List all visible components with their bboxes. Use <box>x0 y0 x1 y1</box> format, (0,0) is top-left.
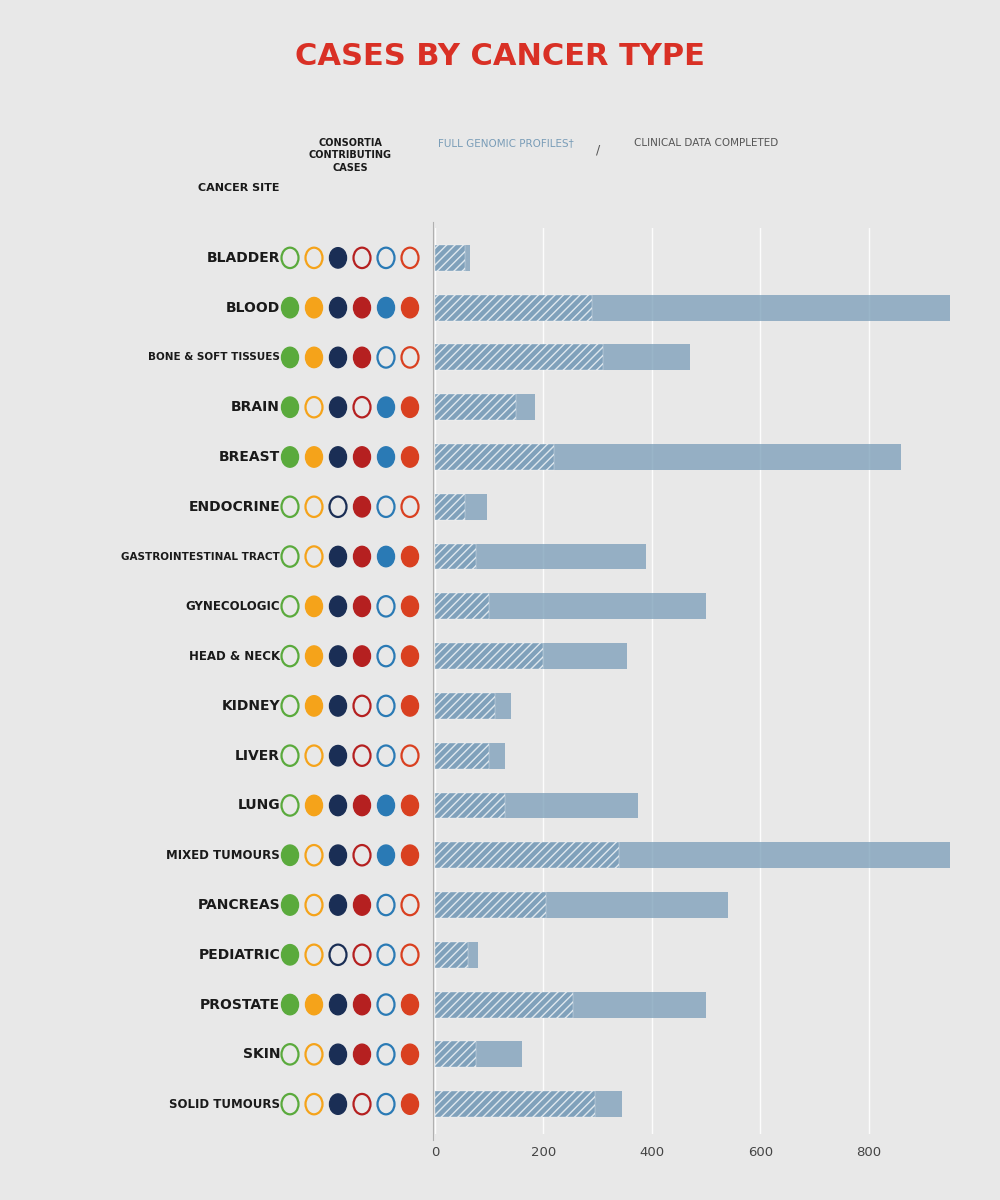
Text: /: / <box>596 144 600 157</box>
Bar <box>435 792 638 818</box>
Bar <box>435 842 619 868</box>
Text: BLADDER: BLADDER <box>207 251 280 265</box>
Bar <box>435 295 1000 320</box>
Bar <box>435 1091 595 1117</box>
Text: GYNECOLOGIC: GYNECOLOGIC <box>185 600 280 613</box>
Text: SKIN: SKIN <box>242 1048 280 1061</box>
Bar <box>435 692 495 719</box>
Text: CANCER SITE: CANCER SITE <box>198 184 280 193</box>
Bar <box>435 991 573 1018</box>
Text: KIDNEY: KIDNEY <box>221 698 280 713</box>
Bar <box>435 344 603 371</box>
Bar <box>435 942 478 967</box>
Bar <box>435 544 476 570</box>
Bar <box>435 643 543 670</box>
Text: FULL GENOMIC PROFILES†: FULL GENOMIC PROFILES† <box>438 138 573 148</box>
Text: GASTROINTESTINAL TRACT: GASTROINTESTINAL TRACT <box>121 552 280 562</box>
Bar <box>435 593 706 619</box>
Text: ENDOCRINE: ENDOCRINE <box>188 499 280 514</box>
Bar <box>435 395 535 420</box>
Text: PANCREAS: PANCREAS <box>197 898 280 912</box>
Text: MIXED TUMOURS: MIXED TUMOURS <box>166 848 280 862</box>
Text: CASES BY CANCER TYPE: CASES BY CANCER TYPE <box>295 42 705 71</box>
Bar <box>435 1091 622 1117</box>
Text: BLOOD: BLOOD <box>226 301 280 314</box>
Bar <box>435 1042 476 1067</box>
Bar <box>435 692 511 719</box>
Text: BRAIN: BRAIN <box>231 401 280 414</box>
Bar <box>435 743 489 769</box>
Bar <box>435 892 546 918</box>
Text: LIVER: LIVER <box>235 749 280 763</box>
Bar <box>435 494 486 520</box>
Bar <box>435 892 728 918</box>
Text: LUNG: LUNG <box>237 798 280 812</box>
Bar <box>435 842 1000 868</box>
Text: SOLID TUMOURS: SOLID TUMOURS <box>169 1098 280 1111</box>
Bar <box>435 444 901 470</box>
Bar <box>435 344 690 371</box>
Text: CLINICAL DATA COMPLETED: CLINICAL DATA COMPLETED <box>634 138 778 148</box>
Text: PEDIATRIC: PEDIATRIC <box>198 948 280 961</box>
Bar <box>435 245 465 271</box>
Bar <box>435 1042 522 1067</box>
Text: BREAST: BREAST <box>219 450 280 464</box>
Bar <box>435 942 468 967</box>
Bar <box>435 743 505 769</box>
Text: BONE & SOFT TISSUES: BONE & SOFT TISSUES <box>148 353 280 362</box>
Bar <box>435 991 706 1018</box>
Text: PROSTATE: PROSTATE <box>200 997 280 1012</box>
Bar <box>435 792 505 818</box>
Bar <box>435 593 489 619</box>
Bar <box>435 544 646 570</box>
Text: CONSORTIA
CONTRIBUTING
CASES: CONSORTIA CONTRIBUTING CASES <box>309 138 392 173</box>
Bar <box>435 395 516 420</box>
Bar <box>435 295 592 320</box>
Bar <box>435 245 470 271</box>
Bar <box>435 494 465 520</box>
Bar <box>435 444 554 470</box>
Bar <box>435 643 627 670</box>
Text: HEAD & NECK: HEAD & NECK <box>189 649 280 662</box>
